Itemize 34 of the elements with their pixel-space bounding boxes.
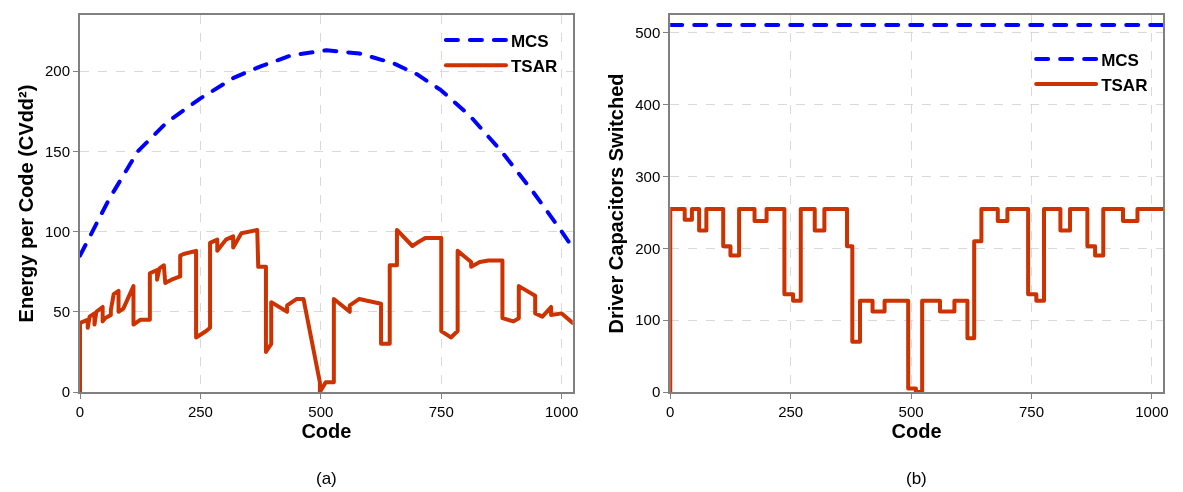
x-tick-label: 750 <box>428 403 454 420</box>
legend-label: TSAR <box>1101 75 1148 95</box>
x-tick-label: 1000 <box>1135 403 1169 420</box>
y-tick-label: 100 <box>44 222 70 240</box>
legend-label: MCS <box>1101 50 1139 70</box>
x-axis-title: Code <box>891 420 942 442</box>
y-tick-label: 200 <box>44 62 70 80</box>
y-axis-title: Energy per Code (CVdd²) <box>14 84 37 323</box>
y-tick-label: 50 <box>53 303 70 321</box>
text: (a) <box>316 469 337 488</box>
x-tick-label: 0 <box>75 403 85 420</box>
y-tick-label: 200 <box>635 239 661 257</box>
y-tick-label: 100 <box>635 311 661 329</box>
y-tick-label: 500 <box>635 24 661 42</box>
x-axis-title: Code <box>301 420 352 442</box>
x-tick-label: 500 <box>308 403 334 420</box>
x-tick-label: 0 <box>666 403 675 420</box>
text: (b) <box>906 469 927 488</box>
legend-label: MCS <box>510 31 549 51</box>
y-tick-label: 0 <box>61 383 70 401</box>
y-tick-label: 400 <box>635 96 661 114</box>
x-tick-label: 750 <box>1018 403 1045 420</box>
y-tick-label: 0 <box>651 383 661 401</box>
y-axis-title: Driver Capacitors Switched <box>605 73 628 334</box>
x-tick-label: 1000 <box>545 403 579 420</box>
x-tick-label: 500 <box>898 403 924 420</box>
line-series <box>80 227 573 392</box>
y-tick-label: 300 <box>635 167 661 185</box>
x-tick-label: 250 <box>778 403 804 420</box>
y-tick-label: 150 <box>44 142 70 160</box>
line-series <box>80 48 573 258</box>
line-series <box>670 206 1163 392</box>
x-tick-label: 250 <box>187 403 213 420</box>
legend-label: TSAR <box>510 56 558 76</box>
